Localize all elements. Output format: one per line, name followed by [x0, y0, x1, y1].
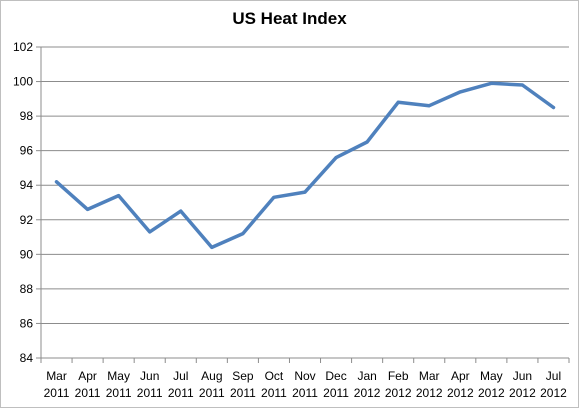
data-point — [520, 83, 524, 87]
x-tick-label-year: 2011 — [137, 386, 163, 400]
data-point — [86, 207, 90, 211]
x-tick-label-year: 2011 — [75, 386, 101, 400]
x-tick-label-year: 2011 — [199, 386, 225, 400]
data-point — [179, 209, 183, 213]
x-tick-label-year: 2012 — [447, 386, 474, 400]
x-tick-label-month: Oct — [265, 369, 284, 383]
data-point — [272, 195, 276, 199]
data-point — [489, 81, 493, 85]
data-point — [396, 100, 400, 104]
x-tick-label-month: Jan — [357, 369, 376, 383]
y-tick-label: 92 — [20, 213, 34, 227]
data-point — [334, 156, 338, 160]
data-point — [551, 105, 555, 109]
x-tick-label-month: Nov — [294, 369, 315, 383]
y-tick-label: 86 — [20, 316, 34, 330]
x-tick-label-month: Jun — [513, 369, 532, 383]
y-tick-label: 96 — [20, 144, 34, 158]
x-tick-label-year: 2011 — [106, 386, 132, 400]
x-tick-label-month: Dec — [325, 369, 346, 383]
series-layer — [54, 81, 556, 250]
x-tick-label-month: May — [480, 369, 503, 383]
x-tick-label-year: 2011 — [261, 386, 287, 400]
x-tick-label-year: 2012 — [540, 386, 567, 400]
data-point — [241, 232, 245, 236]
x-tick-label-month: Jun — [140, 369, 159, 383]
x-tick-label-year: 2012 — [509, 386, 536, 400]
x-tick-label-year: 2012 — [385, 386, 412, 400]
x-tick-label-year: 2011 — [168, 386, 194, 400]
x-tick-label-month: Jul — [173, 369, 188, 383]
y-tick-label: 98 — [20, 109, 34, 123]
x-tick-label-month: Jul — [546, 369, 561, 383]
chart-title: US Heat Index — [232, 9, 347, 28]
x-tick-label-year: 2012 — [478, 386, 505, 400]
y-tick-label: 90 — [20, 247, 34, 261]
x-tick-label-month: Aug — [201, 369, 222, 383]
x-tick-label-year: 2011 — [44, 386, 70, 400]
x-tick-label-year: 2012 — [354, 386, 381, 400]
x-tick-label-month: May — [107, 369, 130, 383]
x-tick-label-year: 2011 — [230, 386, 256, 400]
axes — [36, 46, 570, 363]
data-point — [117, 194, 121, 198]
x-tick-label-month: Apr — [78, 369, 97, 383]
data-point — [458, 90, 462, 94]
x-tick-label-year: 2012 — [416, 386, 443, 400]
y-tick-label: 88 — [20, 282, 34, 296]
gridlines — [41, 46, 569, 324]
x-tick-label-month: Mar — [46, 369, 67, 383]
series-line — [54, 81, 556, 250]
x-tick-label-month: Apr — [451, 369, 470, 383]
x-tick-label-year: 2011 — [292, 386, 318, 400]
y-axis-tick-labels: 84 86 88 90 92 94 96 98 100 102 — [13, 40, 33, 365]
y-tick-label: 102 — [13, 40, 33, 54]
data-point — [210, 245, 214, 249]
y-tick-label: 100 — [13, 75, 33, 89]
x-tick-label-month: Sep — [232, 369, 254, 383]
data-point — [427, 104, 431, 108]
y-tick-label: 84 — [20, 351, 34, 365]
y-tick-label: 94 — [20, 178, 34, 192]
data-point — [303, 190, 307, 194]
x-tick-label-year: 2011 — [323, 386, 349, 400]
x-axis-tick-labels: Mar 2011 Apr 2011 May 2011 Jun 2011 Jul 2011 Aug 20… — [44, 369, 568, 400]
x-tick-label-month: Feb — [388, 369, 409, 383]
x-tick-label-month: Mar — [419, 369, 440, 383]
data-point — [55, 180, 59, 184]
data-point — [148, 230, 152, 234]
data-point — [365, 140, 369, 144]
